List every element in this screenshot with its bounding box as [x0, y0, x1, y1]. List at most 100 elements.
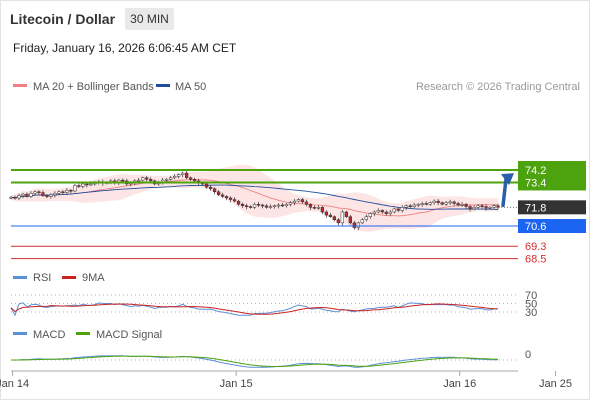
candle: [368, 213, 372, 217]
candle: [37, 191, 41, 194]
candle: [89, 183, 93, 186]
macd-legend-swatch: [13, 332, 27, 335]
support-label: 68.5: [525, 254, 546, 266]
candle: [332, 216, 337, 221]
rsi-legend-swatch: [13, 276, 27, 279]
resistance-label-box: [518, 161, 586, 191]
candle: [216, 191, 221, 196]
candle: [356, 222, 360, 228]
candle: [412, 204, 416, 207]
candle: [464, 203, 468, 207]
current-price-box: [518, 200, 586, 215]
candle: [208, 186, 213, 189]
candle: [141, 177, 145, 181]
candle: [496, 205, 500, 208]
candle: [69, 189, 73, 192]
support-label-box: [518, 219, 586, 233]
candle: [300, 199, 305, 203]
candle: [408, 205, 412, 208]
candle: [480, 205, 484, 208]
rsi-9ma-legend-swatch: [62, 276, 76, 279]
rsi-9ma-line: [10, 303, 499, 315]
macd-signal-legend-swatch: [76, 332, 90, 335]
candle: [49, 194, 53, 197]
ma20-legend-label: MA 20 + Bollinger Bands: [33, 81, 154, 93]
ma50-legend-swatch: [156, 84, 170, 87]
rsi-level-label: 30: [525, 307, 537, 319]
candle: [244, 205, 249, 208]
instrument-title: Litecoin / Dollar: [10, 11, 116, 27]
candle: [436, 200, 440, 203]
candle: [149, 179, 153, 182]
resistance-label-2: 73.4: [525, 177, 546, 189]
candle: [452, 201, 456, 204]
candle: [268, 206, 273, 208]
candle: [81, 183, 85, 187]
candle: [460, 203, 464, 206]
interval-button[interactable]: 30 MIN: [125, 8, 174, 30]
candle: [484, 206, 488, 209]
candle: [169, 177, 173, 180]
candle: [292, 200, 297, 203]
ma50-legend-label: MA 50: [175, 81, 206, 93]
candle: [77, 185, 81, 187]
macd-line: [10, 355, 499, 368]
candle: [25, 193, 29, 197]
rsi-level-label: 50: [525, 299, 537, 311]
candle: [272, 205, 277, 208]
current-price-label: 71.8: [525, 202, 546, 214]
candle: [61, 191, 65, 194]
candle: [304, 201, 309, 205]
candle: [232, 199, 237, 202]
candle: [420, 203, 424, 205]
resistance-label-1: 74.2: [525, 165, 546, 177]
candle: [432, 200, 436, 203]
candle: [348, 216, 352, 224]
candle: [492, 205, 496, 208]
candle: [29, 193, 33, 197]
candle: [340, 211, 344, 224]
candle: [33, 191, 37, 194]
x-tick-label: Jan 16: [443, 378, 476, 390]
candle: [17, 195, 21, 199]
macd-signal-line: [11, 355, 499, 367]
rsi-level-label: 70: [525, 290, 537, 302]
datetime-label: Friday, January 16, 2026 6:06:45 AM CET: [13, 41, 237, 55]
candle: [364, 216, 368, 221]
candle: [336, 219, 341, 224]
rsi-legend-label: RSI: [33, 272, 51, 284]
candle: [372, 211, 376, 214]
candle: [177, 174, 181, 177]
candle: [9, 196, 13, 199]
candle: [21, 193, 25, 196]
candle: [296, 199, 301, 202]
candle: [73, 185, 77, 192]
candle: [472, 207, 476, 210]
trend-arrow-shaft: [501, 177, 508, 208]
candle: [324, 211, 329, 216]
candle: [264, 205, 269, 208]
candle: [424, 203, 428, 205]
candle: [276, 204, 281, 207]
candle: [228, 197, 233, 200]
candle: [224, 196, 229, 199]
ma50-line: [10, 184, 499, 210]
macd-zero-label: 0: [525, 349, 531, 361]
candle: [488, 207, 492, 209]
candle: [13, 196, 17, 199]
candle: [280, 204, 285, 207]
watermark: Research © 2026 Trading Central: [416, 81, 580, 93]
candle: [212, 188, 217, 193]
candle: [316, 207, 321, 209]
x-tick-label: Jan 15: [220, 378, 253, 390]
candle: [137, 179, 141, 182]
x-tick-label: Jan 25: [539, 378, 572, 390]
candle: [384, 211, 388, 214]
candle: [165, 179, 169, 181]
candle: [400, 207, 404, 211]
candle: [192, 179, 197, 182]
candle: [121, 179, 125, 182]
candle: [448, 201, 452, 204]
candle: [252, 203, 257, 208]
candle: [220, 194, 225, 197]
